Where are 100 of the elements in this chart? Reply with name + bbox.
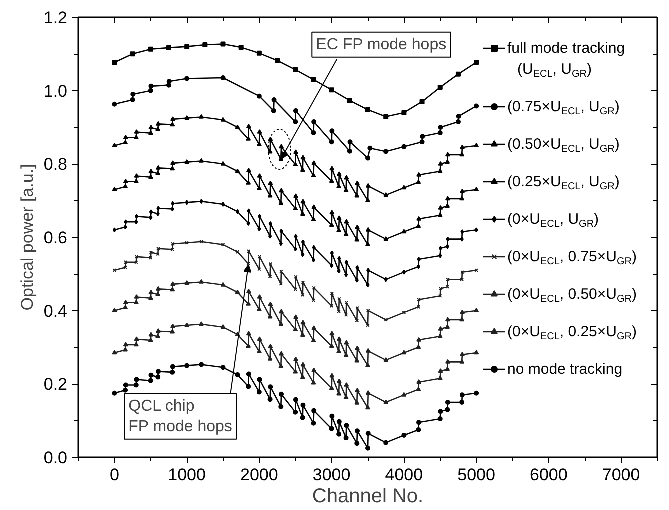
point (278, 200, 284, 206)
point (278, 322, 284, 326)
point (257, 173, 262, 178)
point (170, 282, 176, 286)
point (311, 77, 316, 82)
point (123, 300, 128, 304)
point (420, 134, 426, 140)
point (366, 183, 371, 188)
point (148, 125, 154, 130)
point (148, 332, 154, 337)
point (438, 416, 443, 422)
point (134, 342, 139, 347)
point (257, 294, 262, 299)
point (366, 446, 370, 451)
point (293, 356, 298, 362)
point (445, 359, 450, 364)
point (130, 98, 136, 102)
point (268, 221, 272, 226)
x-tick-label: 6000 (530, 466, 568, 484)
point (300, 293, 305, 297)
point (275, 58, 280, 64)
point (456, 114, 462, 119)
point (279, 309, 284, 314)
point (170, 364, 176, 370)
y-tick-label: 0.0 (44, 448, 68, 468)
point (402, 270, 406, 275)
point (344, 340, 350, 345)
point (294, 234, 298, 240)
point (124, 224, 128, 230)
point (368, 146, 373, 151)
point (460, 236, 464, 242)
point (329, 344, 334, 348)
point (336, 432, 342, 437)
point (366, 363, 370, 368)
point (220, 282, 226, 287)
point (445, 204, 450, 208)
x-tick-label: 1000 (168, 466, 206, 484)
point (124, 220, 128, 225)
point (156, 121, 161, 126)
point (293, 120, 298, 124)
point (344, 423, 350, 428)
point (278, 364, 284, 368)
point (293, 369, 298, 374)
point (460, 152, 465, 157)
point (445, 160, 450, 164)
point (347, 148, 352, 154)
point (438, 125, 444, 130)
point (402, 392, 407, 397)
point (112, 350, 118, 355)
point (384, 149, 389, 154)
point (149, 210, 154, 215)
point (366, 198, 370, 202)
point (474, 350, 480, 355)
point (416, 264, 420, 270)
point (279, 351, 284, 356)
point (184, 44, 190, 50)
point (148, 46, 154, 52)
point (456, 72, 461, 77)
point (384, 400, 389, 404)
point (166, 79, 172, 84)
point (220, 117, 226, 122)
point (338, 297, 342, 302)
point (460, 359, 465, 364)
point (474, 187, 480, 192)
y-tick-label: 0.4 (44, 302, 68, 321)
point (256, 390, 262, 395)
point (134, 300, 139, 304)
point (246, 372, 252, 377)
point (123, 347, 128, 352)
point (330, 373, 335, 378)
y-tick-label: 1.2 (44, 8, 68, 28)
point (134, 336, 140, 342)
point (355, 388, 360, 392)
point (221, 202, 226, 207)
point (293, 314, 298, 320)
point (268, 302, 274, 306)
point (257, 336, 262, 342)
point (446, 278, 450, 282)
point (220, 161, 226, 166)
point (438, 212, 443, 218)
point (134, 294, 140, 299)
point (170, 329, 176, 334)
point (123, 342, 128, 347)
point (438, 85, 443, 90)
point (354, 441, 360, 446)
point (148, 130, 154, 136)
point (134, 178, 139, 184)
point (123, 184, 128, 189)
point (184, 116, 190, 120)
point (134, 377, 140, 382)
point (336, 216, 342, 220)
point (246, 180, 252, 185)
point (312, 368, 317, 372)
point (300, 155, 306, 160)
point (112, 308, 118, 312)
point (355, 428, 360, 434)
point (336, 228, 342, 233)
point (438, 168, 443, 174)
point (156, 369, 161, 374)
point (344, 436, 349, 441)
